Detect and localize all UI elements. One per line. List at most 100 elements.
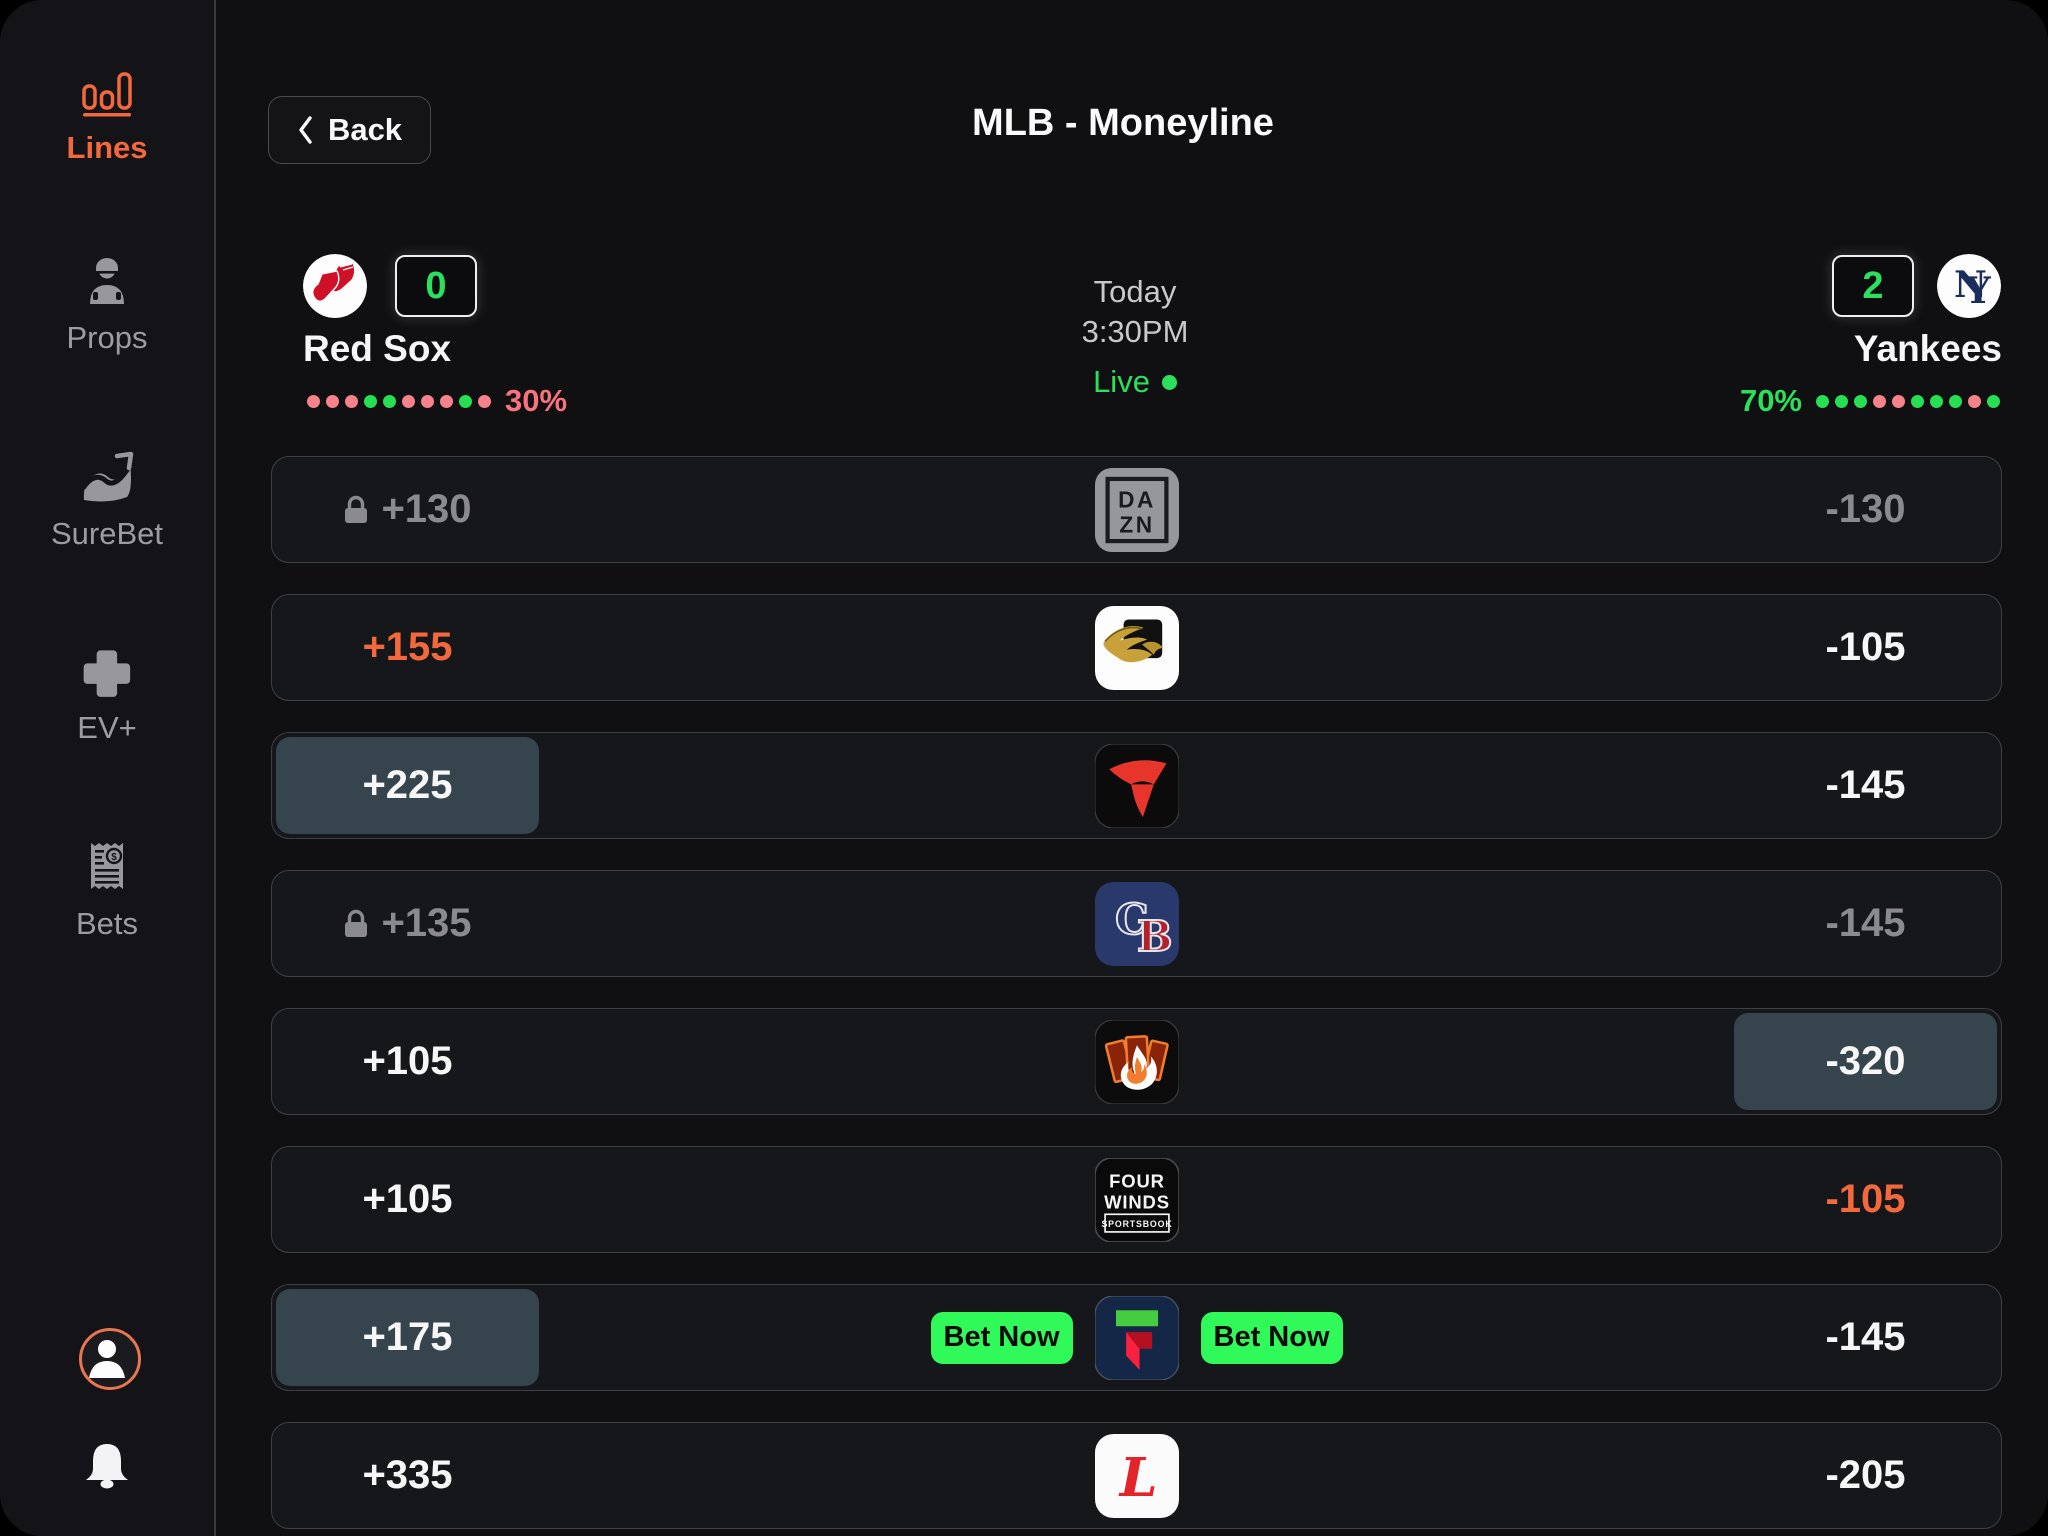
sidebar-divider [214, 0, 216, 1536]
away-odds-button[interactable]: +105 [276, 1013, 539, 1110]
sidebar-item-evplus[interactable]: EV+ [0, 642, 214, 746]
home-odds-button[interactable]: -145 [1734, 1289, 1997, 1386]
home-odds-button[interactable]: -205 [1734, 1427, 1997, 1524]
svg-text:$: $ [111, 852, 117, 863]
home-odds-value: -320 [1825, 1039, 1906, 1083]
away-odds-button[interactable]: +175 [276, 1289, 539, 1386]
home-odds-button[interactable]: -320 [1734, 1013, 1997, 1110]
live-label: Live [1093, 364, 1150, 399]
away-odds-button[interactable]: +335 [276, 1427, 539, 1524]
lock-icon [345, 909, 368, 937]
home-odds-button[interactable]: -145 [1734, 737, 1997, 834]
chevron-left-icon [299, 116, 312, 144]
svg-text:L: L [1117, 1446, 1157, 1509]
svg-text:DA: DA [1118, 486, 1156, 512]
home-win-pct: 70% [1739, 383, 1802, 418]
home-score-box: 2 [1832, 255, 1914, 317]
odds-row-l: +335 Bet Now L Bet Now -205 [271, 1422, 2002, 1529]
back-button[interactable]: Back [268, 96, 431, 164]
bar-chart-icon [82, 72, 132, 117]
home-win-probability: 70% [1739, 383, 2000, 418]
odds-row-fanatics: +225 Bet Now Bet Now -145 [271, 732, 2002, 839]
person-icon [89, 1340, 125, 1378]
bell-icon [86, 1444, 128, 1489]
sidebar-item-props[interactable]: Props [0, 252, 214, 356]
away-team-name: Red Sox [303, 328, 452, 369]
firekeepers-logo[interactable] [1093, 1018, 1180, 1105]
live-status: Live [985, 362, 1285, 402]
home-odds-button[interactable]: -105 [1734, 1151, 1997, 1248]
trend-up-icon [80, 451, 134, 502]
away-odds-button[interactable]: +130 [276, 461, 539, 558]
sidebar-item-label: Props [66, 320, 148, 355]
moneyline-panel: Back MLB - Moneyline 0 Red Sox 30% Today… [225, 50, 2021, 1536]
svg-text:FOUR: FOUR [1109, 1170, 1165, 1191]
game-day: Today [1093, 274, 1177, 309]
notifications-bell-button[interactable] [81, 1438, 133, 1499]
home-odds-value: -145 [1825, 763, 1906, 807]
page-title: MLB - Moneyline [972, 102, 1274, 144]
four-winds-logo[interactable]: FOUR WINDS SPORTSBOOK [1093, 1156, 1180, 1243]
home-score: 2 [1862, 264, 1884, 307]
l-sportsbook-logo[interactable]: L [1094, 1433, 1179, 1518]
dazn-logo[interactable]: DA ZN [1094, 467, 1179, 552]
sidebar-item-lines[interactable]: Lines [0, 62, 214, 166]
plus-icon [83, 650, 131, 697]
home-odds-value: -105 [1825, 1177, 1906, 1221]
away-odds-value: +155 [362, 625, 453, 669]
bet-now-button-right[interactable]: Bet Now [1200, 1311, 1343, 1364]
home-probability-dots [1816, 394, 2000, 408]
sidebar: Lines Props SureBet [0, 0, 214, 1536]
away-odds-button[interactable]: +225 [276, 737, 539, 834]
odds-row-four-winds: +105 Bet Now FOUR WINDS SPORTSBOOK Bet N… [271, 1146, 2002, 1253]
home-odds-value: -145 [1825, 901, 1906, 945]
live-dot-icon [1161, 374, 1177, 390]
sidebar-item-label: EV+ [77, 710, 137, 745]
sidebar-item-surebet[interactable]: SureBet [0, 448, 214, 552]
away-win-pct: 30% [505, 383, 568, 418]
profile-avatar-button[interactable] [79, 1328, 141, 1390]
away-odds-value: +105 [362, 1177, 453, 1221]
svg-text:WINDS: WINDS [1104, 1191, 1170, 1212]
sidebar-item-label: Lines [66, 130, 148, 165]
bet-now-button-left[interactable]: Bet Now [930, 1311, 1073, 1364]
svg-text:C: C [1115, 895, 1148, 944]
odds-row-cb: +135 Bet Now C B Bet Now -145 [271, 870, 2002, 977]
odds-row-firekeepers: +105 Bet Now Bet Now [271, 1008, 2002, 1115]
home-odds-value: -145 [1825, 1315, 1906, 1359]
odds-row-dazn: +130 Bet Now DA ZN Bet Now -130 [271, 456, 2002, 563]
game-time-block: Today 3:30PM Live [985, 272, 1285, 402]
lock-icon [345, 495, 368, 523]
svg-text:Y: Y [1964, 270, 1992, 312]
home-odds-value: -205 [1825, 1453, 1906, 1497]
away-odds-value: +135 [381, 901, 472, 945]
odds-row-eagle: +155 Bet Now Bet Now -105 [271, 594, 2002, 701]
svg-text:N: N [1954, 264, 1987, 306]
home-odds-button[interactable]: -105 [1734, 599, 1997, 696]
away-odds-value: +225 [362, 763, 453, 807]
home-odds-button[interactable]: -130 [1734, 461, 1997, 558]
away-odds-button[interactable]: +135 [276, 875, 539, 972]
svg-text:SPORTSBOOK: SPORTSBOOK [1101, 1218, 1172, 1228]
away-probability-dots [307, 394, 491, 408]
home-odds-button[interactable]: -145 [1734, 875, 1997, 972]
gold-eagle-sportsbook-logo[interactable] [1094, 605, 1179, 690]
sidebar-item-label: Bets [75, 906, 139, 941]
yankees-logo: N Y [1937, 254, 2001, 318]
fliff-logo[interactable] [1093, 1294, 1180, 1381]
home-team-name: Yankees [1853, 328, 2002, 369]
away-odds-value: +105 [362, 1039, 453, 1083]
away-odds-button[interactable]: +105 [276, 1151, 539, 1248]
sidebar-item-bets[interactable]: $ Bets [0, 838, 214, 942]
cb-sportsbook-logo[interactable]: C B [1094, 881, 1179, 966]
player-icon [90, 258, 124, 304]
receipt-icon: $ [91, 843, 123, 889]
away-score: 0 [425, 264, 447, 307]
game-time: 3:30PM [1081, 314, 1189, 349]
away-score-box: 0 [395, 255, 477, 317]
fanatics-logo[interactable] [1093, 742, 1180, 829]
away-odds-value: +335 [362, 1453, 453, 1497]
home-odds-value: -105 [1825, 625, 1906, 669]
away-odds-button[interactable]: +155 [276, 599, 539, 696]
away-odds-value: +130 [381, 487, 472, 531]
